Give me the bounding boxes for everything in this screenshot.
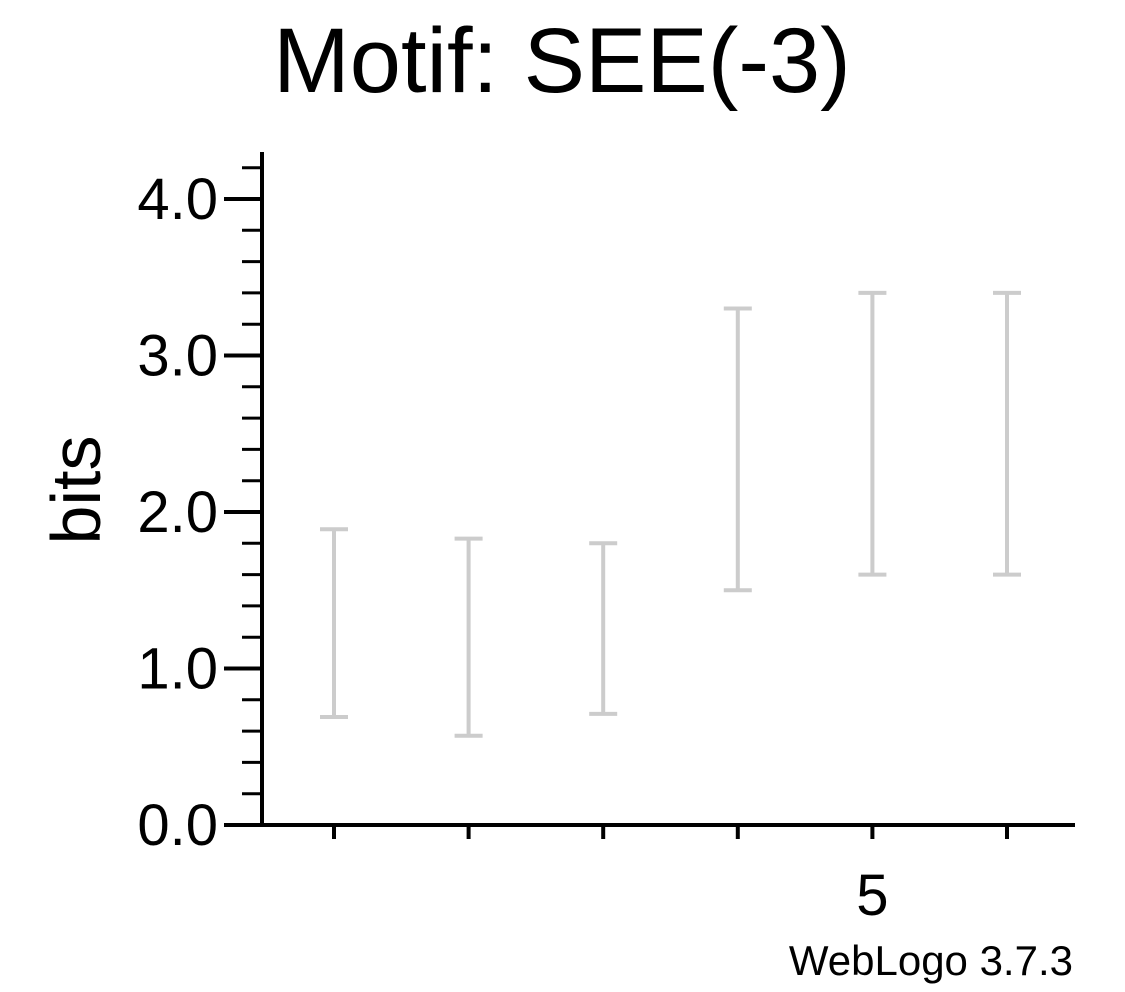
error-bars (320, 290, 1021, 738)
y-tick-label: 0.0 (137, 793, 218, 858)
y-tick-label: 3.0 (137, 324, 218, 389)
y-tick-label: 4.0 (137, 167, 218, 232)
x-axis: 5 (260, 823, 1075, 928)
y-axis-label: bits (37, 436, 115, 545)
y-axis: 0.0 1.0 2.0 3.0 4.0 (137, 152, 264, 858)
y-tick-label: 2.0 (137, 480, 218, 545)
y-tick-label: 1.0 (137, 637, 218, 702)
chart-title: Motif: SEE(-3) (273, 10, 851, 112)
weblogo-credit: WebLogo 3.7.3 (789, 937, 1073, 984)
x-tick-label: 5 (856, 863, 888, 928)
